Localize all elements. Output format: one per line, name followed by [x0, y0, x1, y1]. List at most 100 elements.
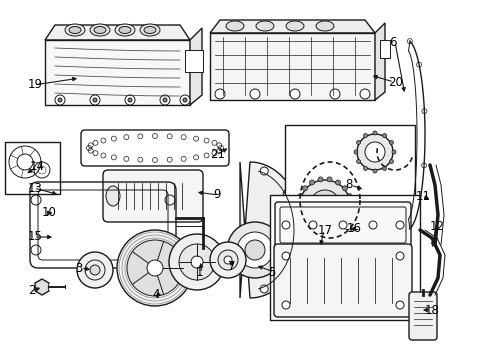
Circle shape [407, 39, 411, 44]
Polygon shape [190, 28, 202, 105]
Circle shape [180, 95, 190, 105]
Circle shape [382, 166, 386, 170]
FancyBboxPatch shape [274, 202, 410, 248]
Text: 20: 20 [387, 76, 402, 89]
Text: 5: 5 [267, 266, 275, 279]
Bar [269, 195, 419, 320]
Circle shape [183, 98, 186, 102]
Circle shape [302, 186, 307, 191]
Circle shape [338, 221, 346, 229]
Bar [379, 40, 389, 58]
FancyBboxPatch shape [103, 170, 203, 222]
Circle shape [326, 228, 331, 233]
Polygon shape [209, 33, 374, 100]
Polygon shape [209, 20, 374, 33]
Ellipse shape [115, 24, 135, 36]
Circle shape [299, 180, 349, 230]
Circle shape [342, 219, 346, 224]
Text: 10: 10 [42, 207, 57, 220]
Text: 19: 19 [28, 78, 43, 91]
Circle shape [244, 240, 264, 260]
Bar [285, 125, 414, 230]
Circle shape [421, 163, 426, 168]
Circle shape [317, 198, 331, 212]
Polygon shape [45, 25, 190, 40]
Circle shape [128, 98, 132, 102]
Ellipse shape [106, 186, 120, 206]
Circle shape [308, 221, 316, 229]
Ellipse shape [140, 24, 160, 36]
Circle shape [395, 252, 403, 260]
Circle shape [395, 221, 403, 229]
Circle shape [282, 221, 289, 229]
Bar [184, 50, 203, 72]
Circle shape [356, 134, 392, 170]
Circle shape [209, 242, 245, 278]
Circle shape [147, 260, 163, 276]
Circle shape [372, 169, 376, 173]
Circle shape [302, 219, 307, 224]
Circle shape [127, 240, 183, 296]
Circle shape [283, 190, 291, 198]
Circle shape [90, 95, 100, 105]
Text: 1: 1 [196, 266, 203, 279]
Circle shape [309, 180, 314, 185]
Circle shape [283, 262, 291, 270]
Text: 21: 21 [209, 148, 224, 162]
Circle shape [289, 89, 299, 99]
Circle shape [415, 207, 420, 212]
Circle shape [416, 62, 421, 67]
Text: 12: 12 [429, 220, 444, 233]
Circle shape [391, 150, 395, 154]
Circle shape [372, 131, 376, 135]
Ellipse shape [119, 27, 131, 33]
Bar [5, 142, 60, 194]
Polygon shape [240, 162, 302, 298]
Text: 18: 18 [424, 303, 439, 316]
Circle shape [346, 211, 351, 216]
Polygon shape [35, 279, 49, 295]
Circle shape [317, 177, 323, 182]
Circle shape [249, 89, 260, 99]
Text: 14: 14 [30, 161, 45, 174]
Text: 2: 2 [28, 284, 36, 297]
Ellipse shape [69, 27, 81, 33]
Circle shape [395, 301, 403, 309]
Ellipse shape [256, 21, 273, 31]
Circle shape [346, 194, 351, 199]
Circle shape [342, 186, 346, 191]
Circle shape [218, 250, 238, 270]
Circle shape [317, 228, 323, 233]
Ellipse shape [143, 27, 156, 33]
Circle shape [282, 252, 289, 260]
Circle shape [291, 226, 299, 234]
Circle shape [58, 98, 62, 102]
Circle shape [90, 265, 100, 275]
Text: 7: 7 [227, 261, 235, 274]
Circle shape [191, 256, 203, 268]
Circle shape [298, 194, 303, 199]
FancyBboxPatch shape [273, 244, 411, 317]
Circle shape [93, 98, 97, 102]
Circle shape [335, 180, 340, 185]
Circle shape [260, 285, 267, 293]
Circle shape [363, 134, 367, 138]
Text: 6: 6 [388, 36, 396, 49]
Circle shape [282, 301, 289, 309]
Text: 15: 15 [28, 230, 43, 243]
Text: 9: 9 [213, 189, 220, 202]
Circle shape [421, 109, 426, 114]
Circle shape [388, 159, 393, 163]
Ellipse shape [94, 27, 106, 33]
Circle shape [353, 150, 357, 154]
Circle shape [298, 211, 303, 216]
Circle shape [329, 89, 339, 99]
FancyBboxPatch shape [408, 292, 436, 340]
Circle shape [163, 98, 167, 102]
Ellipse shape [225, 21, 244, 31]
Circle shape [364, 142, 384, 162]
Text: 11: 11 [415, 189, 430, 202]
Polygon shape [374, 23, 384, 100]
Circle shape [356, 159, 360, 163]
Ellipse shape [285, 21, 304, 31]
